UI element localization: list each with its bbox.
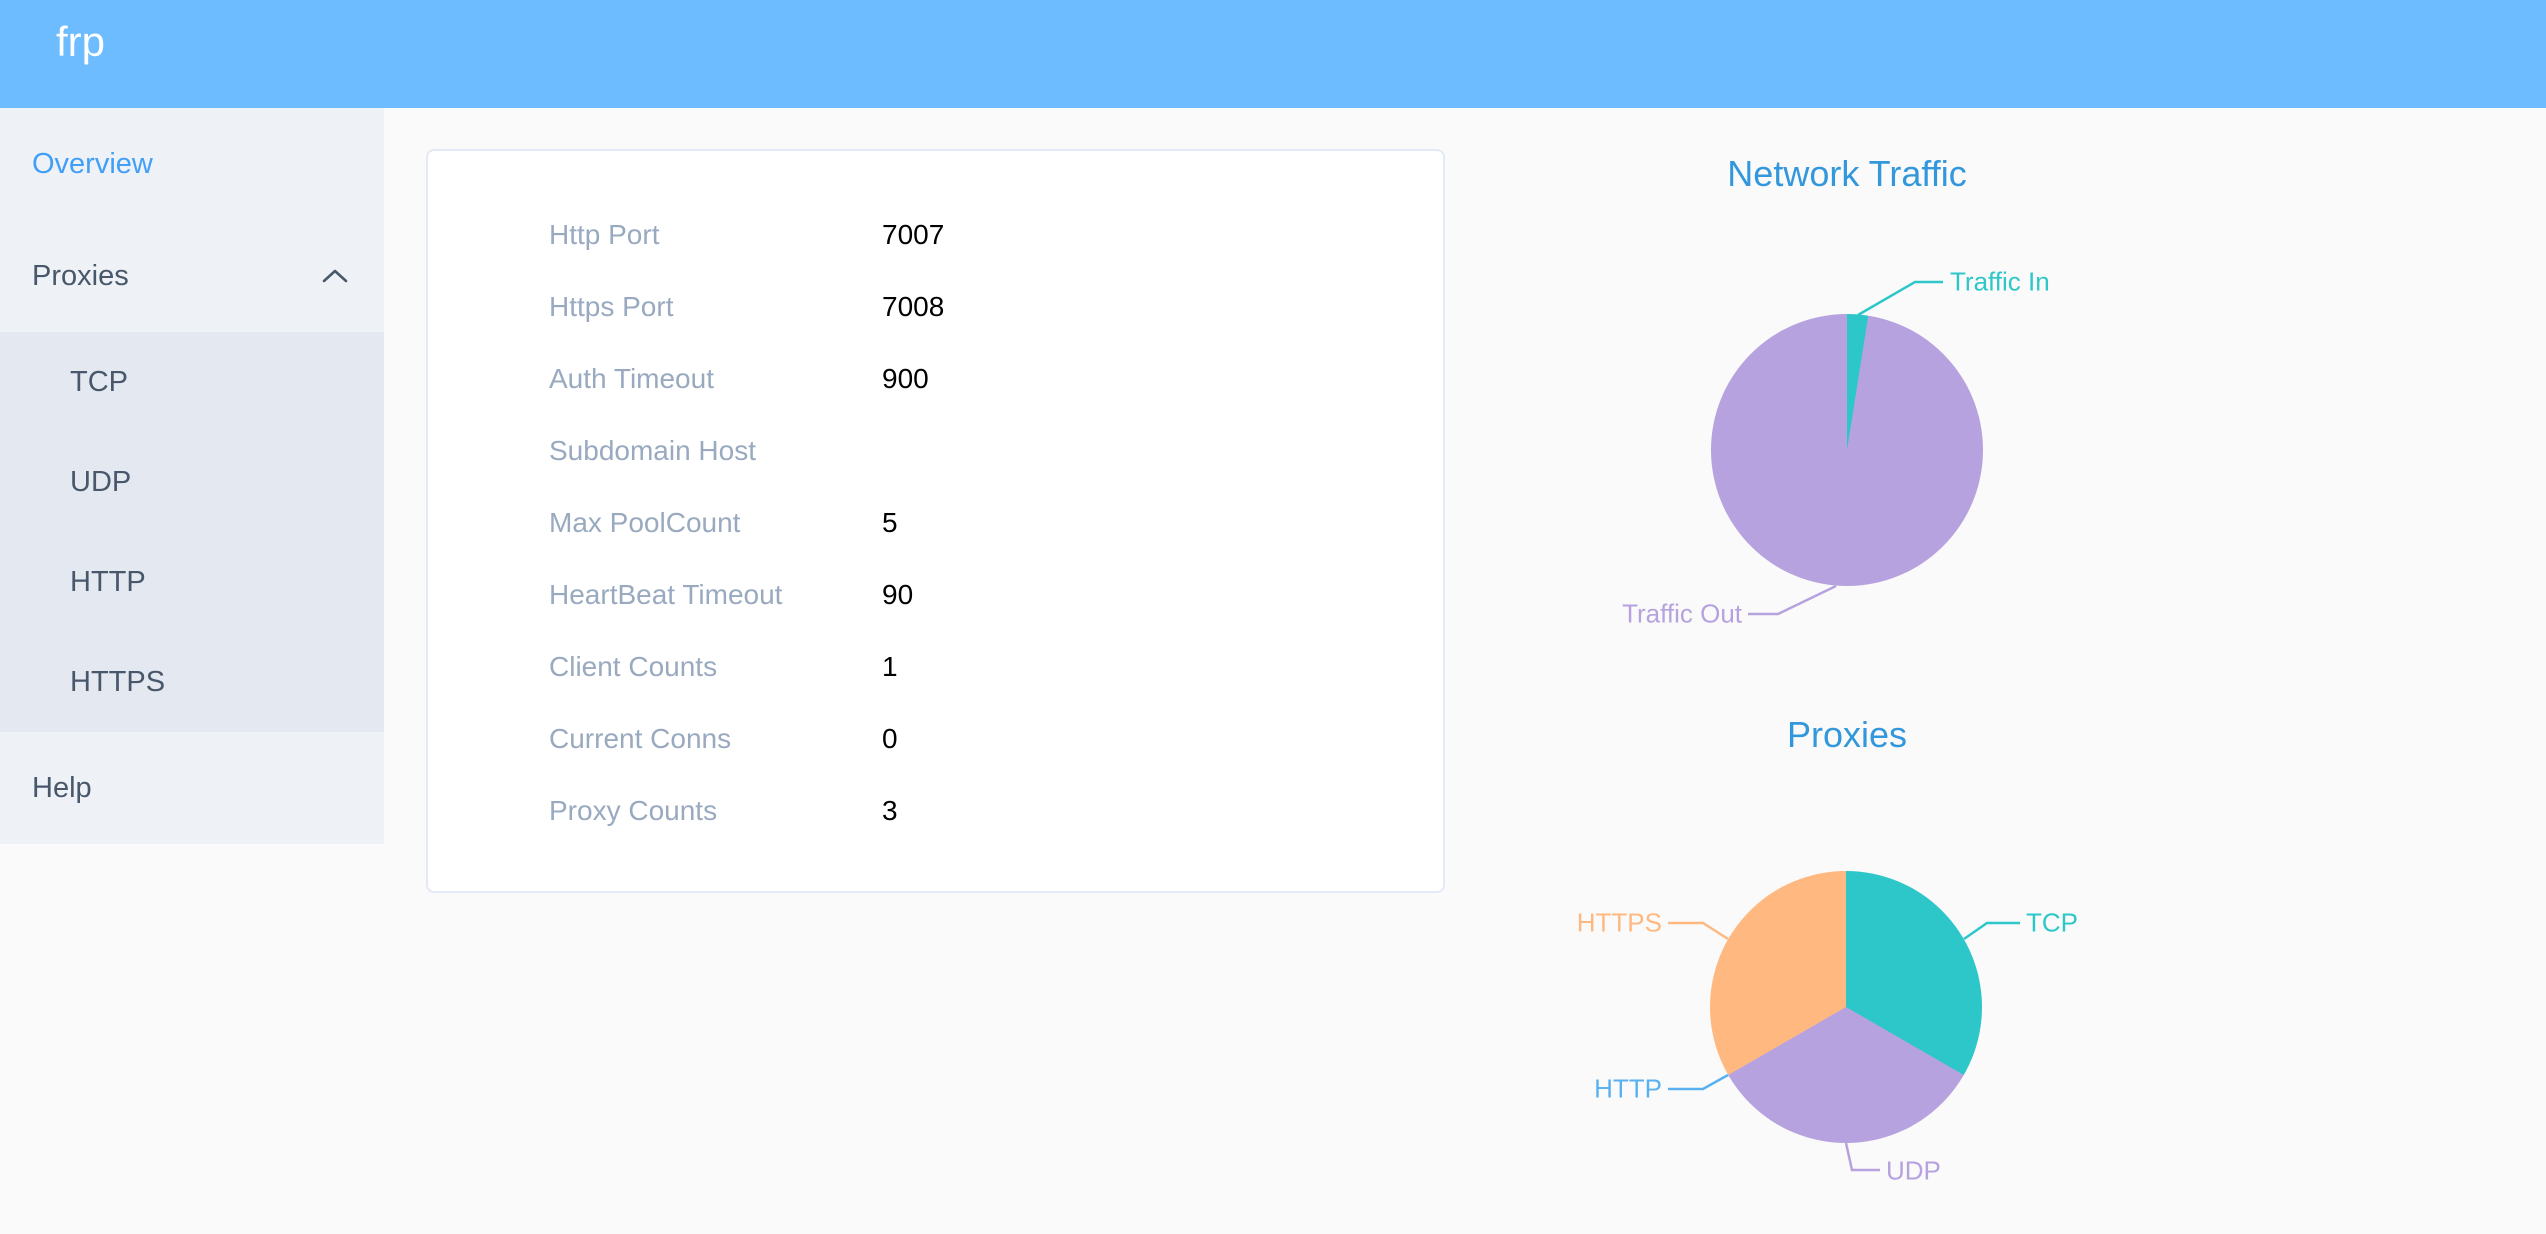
chevron-up-icon [322, 269, 348, 283]
info-row-subdomain-host: Subdomain Host [428, 415, 1443, 487]
pie-label-tcp: TCP [2026, 907, 2078, 938]
info-row-max-poolcount: Max PoolCount 5 [428, 487, 1443, 559]
info-row-client-counts: Client Counts 1 [428, 631, 1443, 703]
info-value: 5 [882, 507, 898, 538]
pie-label-http: HTTP [1594, 1073, 1662, 1104]
info-row-heartbeat-timeout: HeartBeat Timeout 90 [428, 559, 1443, 631]
proxies-chart: Proxies now TCP UDP HTTP HTTPS [1540, 680, 2154, 1234]
info-row-http-port: Http Port 7007 [428, 199, 1443, 271]
pie-label-lines [1748, 280, 1943, 616]
network-traffic-pie[interactable] [1711, 314, 1983, 586]
info-label: Current Conns [549, 723, 732, 754]
sidebar-submenu-proxies: TCP UDP HTTP HTTPS [0, 332, 384, 732]
info-value: 90 [882, 579, 914, 610]
app-logo: frp [56, 18, 106, 65]
info-label: Proxy Counts [549, 795, 718, 826]
pie-label-udp: UDP [1886, 1155, 1941, 1186]
chart-title: Network Traffic [1727, 153, 1967, 194]
pie-label-lines [1668, 921, 2020, 1172]
sidebar-item-label: HTTPS [70, 665, 166, 698]
info-label: HeartBeat Timeout [549, 579, 783, 610]
info-value: 7007 [882, 219, 945, 250]
sidebar-item-overview[interactable]: Overview [0, 108, 384, 220]
info-value: 1 [882, 651, 898, 682]
info-label: Max PoolCount [549, 507, 741, 538]
info-label: Https Port [549, 291, 674, 322]
info-value: 900 [882, 363, 929, 394]
info-label: Auth Timeout [549, 363, 714, 394]
info-value: 7008 [882, 291, 945, 322]
info-row-current-conns: Current Conns 0 [428, 703, 1443, 775]
info-row-proxy-counts: Proxy Counts 3 [428, 775, 1443, 847]
sidebar-item-label: TCP [70, 365, 128, 398]
sidebar: Overview Proxies TCP UDP HTTP HTTPS Help [0, 108, 384, 844]
proxies-pie[interactable] [1710, 871, 1982, 1143]
pie-label-traffic-out: Traffic Out [1622, 598, 1742, 629]
app-header: frp [0, 0, 2546, 108]
info-value: 3 [882, 795, 898, 826]
pie-label-https: HTTPS [1576, 907, 1662, 938]
sidebar-item-https[interactable]: HTTPS [0, 632, 384, 732]
info-label: Client Counts [549, 651, 718, 682]
sidebar-item-label: HTTP [70, 565, 146, 598]
info-row-auth-timeout: Auth Timeout 900 [428, 343, 1443, 415]
network-traffic-chart: Network Traffic today Traffic In Traffic… [1540, 120, 2154, 660]
info-label: Subdomain Host [549, 435, 757, 466]
sidebar-item-label: Proxies [32, 259, 129, 292]
sidebar-item-proxies[interactable]: Proxies [0, 220, 384, 332]
sidebar-item-help[interactable]: Help [0, 732, 384, 844]
sidebar-item-label: UDP [70, 465, 132, 498]
sidebar-item-label: Overview [32, 147, 153, 180]
info-row-https-port: Https Port 7008 [428, 271, 1443, 343]
sidebar-item-udp[interactable]: UDP [0, 432, 384, 532]
chart-title: Proxies [1786, 714, 1908, 755]
info-label: Http Port [549, 219, 660, 250]
sidebar-item-tcp[interactable]: TCP [0, 332, 384, 432]
pie-label-traffic-in: Traffic In [1950, 266, 2050, 297]
server-info-card: Http Port 7007 Https Port 7008 Auth Time… [426, 149, 1445, 893]
info-value: 0 [882, 723, 898, 754]
sidebar-item-http[interactable]: HTTP [0, 532, 384, 632]
sidebar-item-label: Help [32, 771, 92, 804]
